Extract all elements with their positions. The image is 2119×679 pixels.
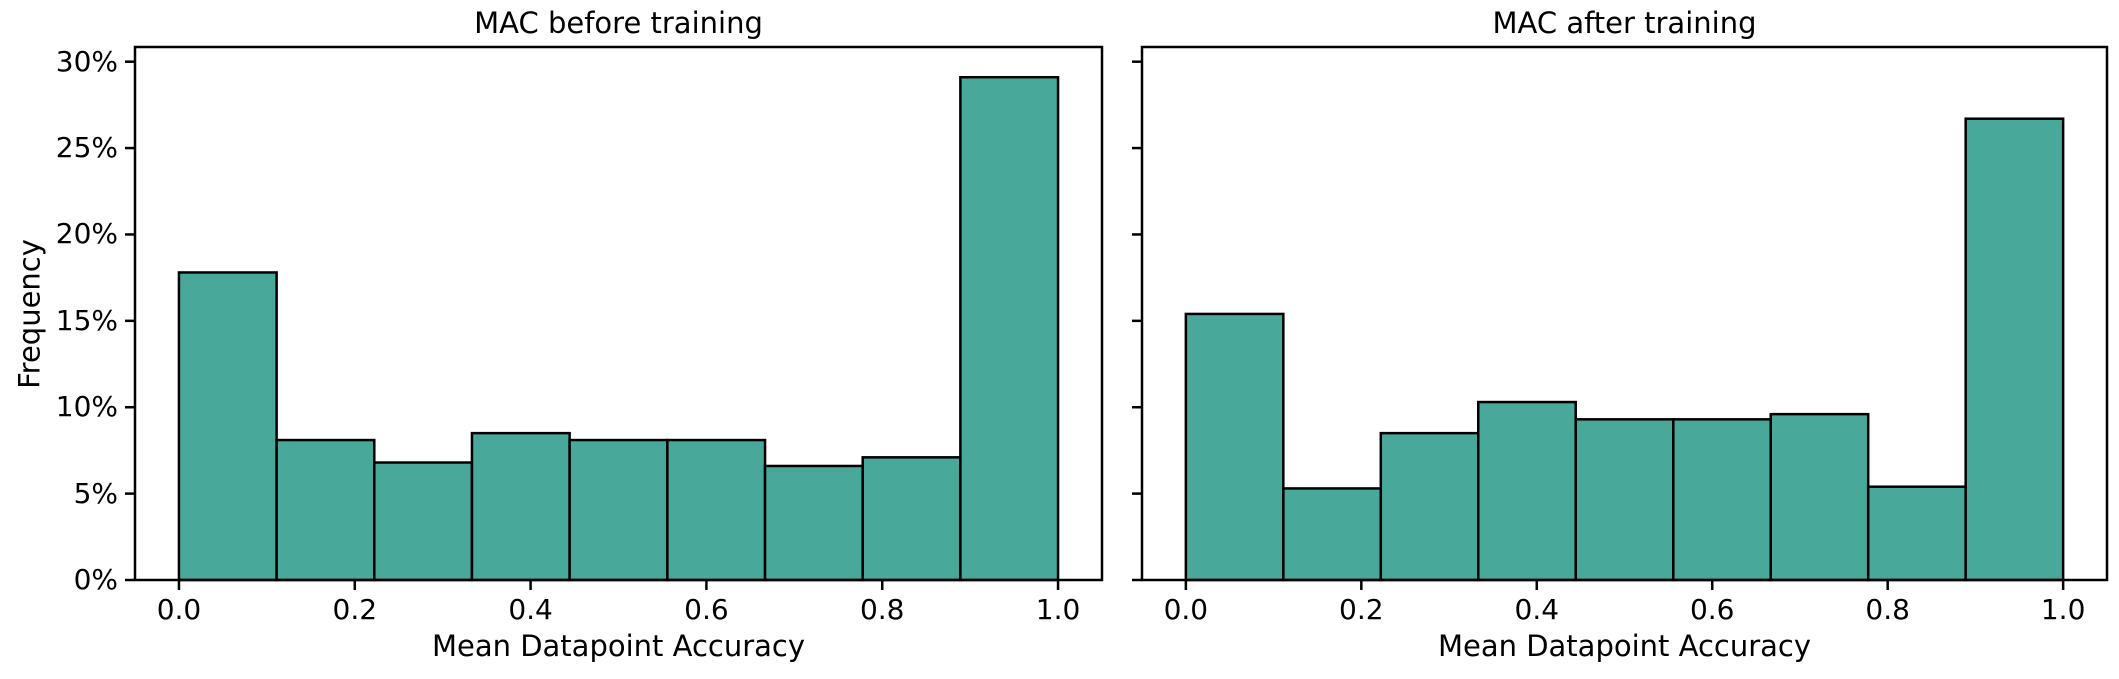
plot-title: MAC before training: [474, 6, 763, 40]
histogram-bar: [1477, 400, 1577, 582]
plot-area: [1132, 45, 2109, 590]
y-tick-label: 0%: [73, 563, 118, 596]
histogram-bar: [861, 456, 962, 582]
plot-title: MAC after training: [1492, 6, 1757, 40]
x-tick-label: 0.0: [1163, 593, 1209, 626]
x-tick-label: 0.2: [1339, 593, 1384, 626]
y-tick-label: 20%: [55, 217, 118, 251]
x-axis-label: Mean Datapoint Accuracy: [1437, 629, 1812, 663]
axes-frame: [133, 45, 1104, 582]
histogram-bar: [1379, 431, 1480, 582]
histogram-bar: [373, 461, 474, 582]
histogram-bar: [275, 438, 376, 582]
x-tick-label: 0.0: [156, 593, 202, 626]
x-tick-label: 0.4: [1514, 593, 1560, 626]
y-tick-label: 10%: [55, 390, 118, 424]
histogram-bar: [1964, 117, 2065, 582]
y-tick-label: 30%: [55, 44, 118, 78]
x-tick-label: 0.6: [1689, 593, 1735, 626]
histogram-bar: [1574, 418, 1675, 582]
x-tick-label: 1.0: [1035, 593, 1081, 626]
histogram-bar: [666, 438, 767, 582]
plot-area: [125, 45, 1104, 590]
axes-frame: [1140, 45, 2109, 582]
histogram-bar: [1184, 312, 1285, 582]
x-tick-label: 0.8: [1865, 593, 1910, 626]
y-axis-label: Frequency: [12, 238, 47, 389]
histogram-bar: [1866, 485, 1967, 582]
histogram-bar: [959, 75, 1060, 582]
x-tick-label: 0.6: [684, 593, 729, 626]
histogram-bar: [1282, 487, 1383, 582]
histogram-bar: [568, 438, 669, 582]
histogram-bar: [177, 271, 278, 582]
histogram-bar: [1672, 418, 1772, 582]
histogram-bar: [763, 464, 864, 582]
x-tick-label: 0.8: [859, 593, 905, 626]
x-tick-label: 1.0: [2040, 593, 2086, 626]
y-tick-label: 15%: [55, 303, 118, 337]
y-tick-label: 5%: [73, 476, 118, 510]
histogram-bar: [1769, 412, 1870, 582]
x-axis-label: Mean Datapoint Accuracy: [431, 629, 806, 663]
x-tick-label: 0.4: [508, 593, 553, 626]
histogram-bar: [470, 431, 571, 582]
x-tick-label: 0.2: [332, 593, 378, 626]
y-tick-label: 25%: [55, 131, 118, 165]
